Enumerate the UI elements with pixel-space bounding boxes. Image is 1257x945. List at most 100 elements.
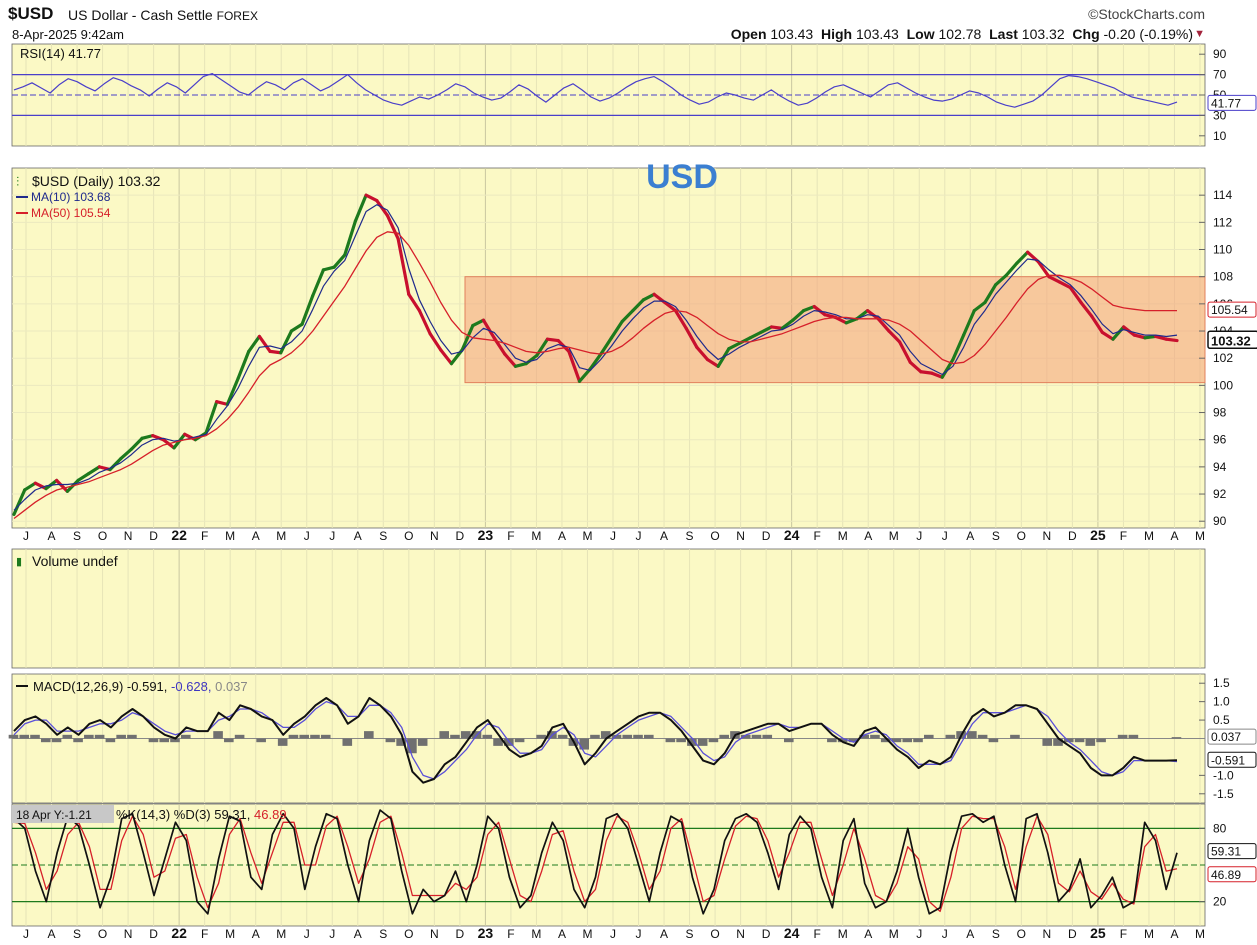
price-segment (599, 336, 614, 356)
macd-hist-bar (1128, 734, 1139, 739)
price-segment (673, 309, 688, 330)
price-segment (812, 304, 827, 317)
macd-hist-bar (288, 734, 299, 739)
x-tick-label: S (73, 529, 81, 543)
y-tick-label: 110 (1213, 243, 1232, 257)
macd-hist-bar (417, 738, 428, 746)
price-segment (1036, 260, 1051, 279)
macd-title-part: 0.037 (212, 679, 248, 694)
x-tick-label: N (1043, 927, 1052, 941)
x-tick-label: 24 (784, 925, 800, 941)
macd-hist-bar (407, 738, 417, 754)
macd-hist-bar (1096, 738, 1106, 743)
macd-hist-bar (73, 738, 83, 743)
macd-hist-bar (460, 731, 471, 739)
price-segment (140, 434, 155, 440)
macd-hist-bar (342, 738, 353, 746)
price-legend-icon: ⫶ (16, 174, 19, 189)
price-segment (1015, 250, 1030, 265)
x-tick-label: F (201, 529, 208, 543)
instrument-title: US Dollar - Cash Settle (68, 7, 213, 23)
ma50-value-badge: 105.54 (1211, 303, 1248, 317)
x-tick-label: M (1195, 927, 1205, 941)
quote-bar: Open 103.43 High 103.43 Low 102.78 Last … (731, 26, 1193, 42)
macd-hist-bar (1010, 734, 1020, 739)
macd-value-badge: -0.591 (1211, 753, 1245, 767)
y-tick-label: 30 (1213, 108, 1227, 122)
macd-hist-bar (19, 734, 30, 739)
price-segment (225, 376, 240, 406)
x-tick-label: D (762, 927, 771, 941)
x-tick-label: 25 (1090, 925, 1106, 941)
stoch-d-line (13, 815, 1178, 913)
macd-hist-bar (902, 738, 913, 743)
price-segment (929, 371, 944, 379)
x-tick-label: J (636, 927, 642, 941)
x-tick-label: F (507, 927, 514, 941)
price-segment (364, 193, 379, 203)
stoch-k-badge-box (1207, 843, 1257, 860)
x-tick-label: N (1043, 529, 1052, 543)
x-tick-label: A (354, 927, 362, 941)
stoch-title: %K(14,3) %D(3) 59.31, 46.89 (116, 807, 287, 822)
macd-hist-bar (256, 738, 266, 743)
macd-hist-bar (719, 734, 729, 739)
price-segment (87, 465, 101, 476)
macd-hist-bar (945, 734, 956, 739)
x-tick-label: D (149, 927, 158, 941)
y-tick-label: 92 (1213, 487, 1227, 501)
macd-hist-bar (1171, 737, 1182, 739)
price-segment (780, 318, 795, 330)
macd-hist-bar (977, 734, 988, 739)
x-tick-label: D (1068, 529, 1077, 543)
price-segment (1132, 333, 1147, 340)
quote-datetime: 8-Apr-2025 9:42am (12, 27, 125, 42)
price-segment (823, 313, 838, 320)
macd-hist-bar (967, 731, 977, 739)
last-price-badge: 103.32 (1211, 333, 1251, 348)
x-tick-label: F (507, 529, 514, 543)
crosshair-tooltip-box (12, 805, 114, 823)
price-segment (994, 273, 1008, 287)
macd-hist-bar (234, 734, 245, 739)
x-tick-label: M (582, 529, 592, 543)
y-tick-label: 90 (1213, 47, 1227, 61)
price-segment (727, 341, 742, 351)
price-segment (716, 347, 731, 368)
macd-hist-bar (30, 734, 40, 739)
x-tick-label: J (916, 529, 922, 543)
x-tick-label: N (430, 927, 439, 941)
macd-hist-bar (94, 734, 105, 739)
rsi-title: RSI(14) 41.77 (20, 46, 101, 61)
x-tick-label: A (1170, 529, 1178, 543)
x-tick-label: D (149, 529, 158, 543)
x-tick-label: M (276, 529, 286, 543)
macd-hist-bar (224, 738, 234, 743)
price-segment (972, 300, 987, 313)
x-tick-label: 22 (171, 527, 187, 543)
x-tick-label: M (1195, 529, 1205, 543)
x-tick-label: M (889, 927, 899, 941)
x-tick-label: A (558, 927, 566, 941)
price-segment (908, 360, 923, 374)
macd-hist-bar (633, 734, 643, 739)
last-price-badge-box (1207, 330, 1257, 350)
macd-hist-bar (62, 734, 73, 739)
price-segment (44, 478, 59, 491)
x-tick-label: S (379, 927, 387, 941)
x-tick-label: S (73, 927, 81, 941)
price-segment (1058, 280, 1072, 290)
x-tick-label: D (456, 927, 465, 941)
stoch-d-badge-box (1207, 866, 1257, 883)
price-segment (279, 329, 294, 355)
y-tick-label: 90 (1213, 514, 1227, 528)
x-tick-label: O (710, 927, 719, 941)
macd-hist-bar (837, 738, 848, 743)
price-segment (321, 265, 336, 272)
macd-hist-bar (1042, 738, 1053, 746)
x-tick-label: D (1068, 927, 1077, 941)
price-segment (513, 362, 528, 368)
stoch-title-part: %K(14,3) %D(3) 59.31, (116, 807, 250, 822)
ma50-legend: MA(50) 105.54 (31, 206, 111, 220)
